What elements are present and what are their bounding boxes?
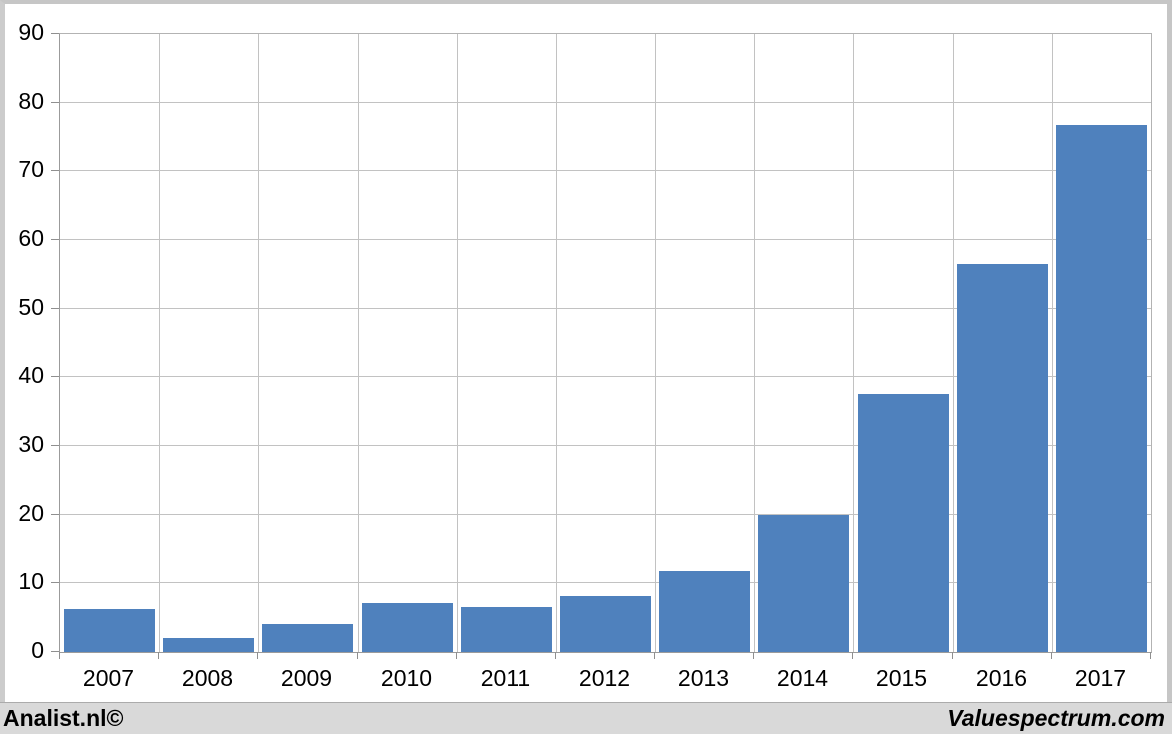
horizontal-gridline: [60, 445, 1151, 446]
bar: [659, 571, 750, 652]
y-axis-tick-label: 20: [18, 500, 44, 526]
y-axis-tick-label: 80: [18, 88, 44, 114]
x-axis-tick-mark: [158, 652, 159, 659]
x-axis-tick-mark: [257, 652, 258, 659]
vertical-gridline: [853, 34, 854, 652]
x-axis-category-label: 2014: [776, 665, 829, 691]
y-axis-tick-mark: [51, 651, 59, 652]
x-axis-category-label: 2009: [280, 665, 333, 691]
bar: [64, 609, 155, 652]
horizontal-gridline: [60, 582, 1151, 584]
x-axis-tick-mark: [456, 652, 457, 659]
brand-right: Valuespectrum.com: [947, 705, 1165, 731]
x-axis-tick-mark: [357, 652, 358, 659]
bar: [758, 515, 849, 652]
x-axis-category-label: 2017: [1074, 665, 1127, 691]
bar: [957, 264, 1048, 652]
vertical-gridline: [258, 34, 259, 652]
y-axis-tick-mark: [51, 102, 59, 103]
vertical-gridline: [1052, 34, 1053, 652]
x-axis-category-label: 2007: [82, 665, 135, 691]
y-axis-tick-label: 50: [18, 294, 44, 320]
x-axis-tick-mark: [852, 652, 853, 659]
x-axis-category-label: 2010: [380, 665, 433, 691]
horizontal-gridline: [60, 307, 1151, 309]
y-axis-tick-label: 10: [18, 568, 44, 594]
bar: [362, 603, 453, 652]
horizontal-gridline: [60, 101, 1151, 103]
bar: [858, 394, 949, 652]
brand-left: Analist.nl©: [3, 705, 124, 731]
x-axis-category-label: 2011: [480, 665, 531, 691]
x-axis-category-label: 2015: [875, 665, 928, 691]
y-axis-tick-mark: [51, 308, 59, 309]
y-axis-tick-label: 70: [18, 156, 44, 182]
x-axis-category-label: 2012: [578, 665, 631, 691]
bar: [262, 624, 353, 652]
y-axis-tick-mark: [51, 582, 59, 583]
bar: [560, 596, 651, 652]
x-axis-tick-mark: [952, 652, 953, 659]
y-axis-tick-label: 60: [18, 225, 44, 251]
y-axis-tick-mark: [51, 239, 59, 240]
horizontal-gridline: [60, 376, 1151, 378]
y-axis-tick-mark: [51, 445, 59, 446]
x-axis-category-label: 2008: [181, 665, 234, 691]
bar: [461, 607, 552, 652]
x-axis-category-label: 2016: [975, 665, 1028, 691]
horizontal-gridline: [60, 513, 1151, 515]
x-axis-tick-mark: [753, 652, 754, 659]
vertical-gridline: [159, 34, 160, 652]
horizontal-gridline: [60, 170, 1151, 172]
vertical-gridline: [953, 34, 954, 652]
y-axis-tick-label: 0: [31, 637, 44, 663]
y-axis-tick-mark: [51, 514, 59, 515]
x-axis-tick-mark: [59, 652, 60, 659]
plot-area: [59, 33, 1152, 653]
footer: Analist.nl© Valuespectrum.com: [0, 702, 1172, 734]
x-axis-tick-mark: [1150, 652, 1151, 659]
y-axis-tick-mark: [51, 170, 59, 171]
vertical-gridline: [358, 34, 359, 652]
bar: [1056, 125, 1147, 652]
x-axis-tick-mark: [654, 652, 655, 659]
x-axis-tick-mark: [555, 652, 556, 659]
x-axis-tick-mark: [1051, 652, 1052, 659]
vertical-gridline: [457, 34, 458, 652]
vertical-gridline: [754, 34, 755, 652]
y-axis-tick-mark: [51, 33, 59, 34]
vertical-gridline: [655, 34, 656, 652]
y-axis-tick-label: 40: [18, 362, 44, 388]
vertical-gridline: [556, 34, 557, 652]
bar: [163, 638, 254, 652]
y-axis-tick-label: 30: [18, 431, 44, 457]
y-axis-tick-label: 90: [18, 19, 44, 45]
y-axis-tick-mark: [51, 376, 59, 377]
horizontal-gridline: [60, 239, 1151, 240]
x-axis-category-label: 2013: [677, 665, 730, 691]
